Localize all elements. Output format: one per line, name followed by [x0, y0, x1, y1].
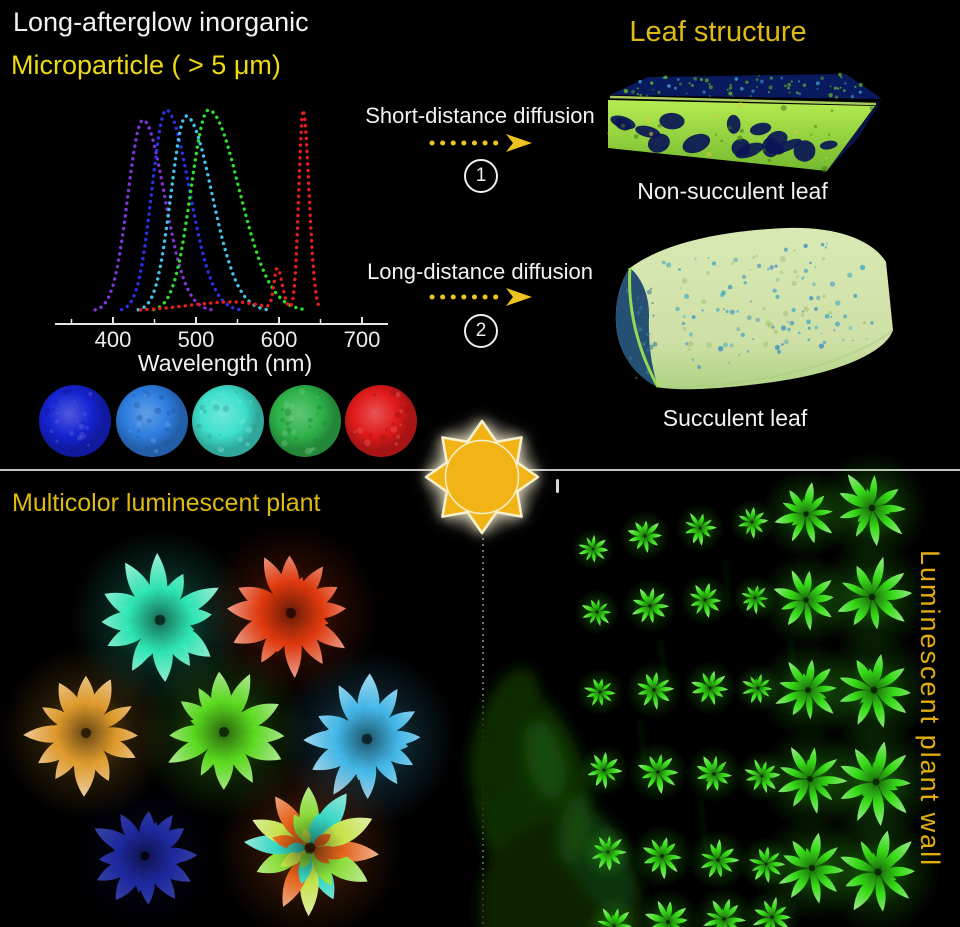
plant-green	[138, 646, 310, 818]
sun-icon	[420, 415, 544, 539]
wall-rosette	[816, 452, 928, 564]
red particle	[345, 385, 417, 457]
wall-rosette	[623, 579, 677, 633]
x-tick-label: 600	[261, 327, 298, 352]
wall-rosette	[815, 540, 929, 654]
diffusion-arrow-1	[429, 134, 532, 152]
non-succulent-leaf-label: Non-succulent leaf	[637, 178, 828, 204]
spectrum-curve-515nm	[152, 108, 308, 312]
wall-rosette	[576, 668, 624, 716]
step-1-circled-number: 1	[464, 159, 498, 193]
wall-rosette	[692, 887, 756, 927]
green particle	[269, 385, 341, 457]
plant-glow	[67, 778, 223, 927]
wall-rosette	[685, 745, 743, 803]
leaf-structure-heading: Leaf structure	[629, 16, 807, 48]
spectrum-curve-629nm	[138, 109, 323, 312]
wall-rosette	[635, 889, 701, 927]
cyan particle	[192, 385, 264, 457]
x-tick-label: 500	[178, 327, 215, 352]
wall-rosette	[585, 897, 643, 927]
step-2-circled-number: 2	[464, 314, 498, 348]
wall-rosette	[688, 830, 748, 890]
plant-dark-blue	[67, 778, 223, 927]
wall-rosette	[628, 742, 688, 802]
wall-rosette	[683, 661, 737, 715]
spectrum-curve-488nm	[136, 114, 270, 312]
spectrum-curve-436nm	[93, 118, 214, 312]
wall-rosette	[679, 574, 731, 626]
wall-rosette	[581, 825, 635, 879]
emission-spectra-chart: 400 500 600 700	[55, 108, 388, 352]
x-tick-label: 400	[95, 327, 132, 352]
x-axis: 400 500 600 700	[55, 317, 388, 352]
wall-rosette	[816, 810, 940, 927]
wavelength-axis-label: Wavelength (nm)	[137, 350, 313, 376]
plant-glow	[585, 897, 643, 927]
luminescent-plant-wall-label: Luminescent plant wall	[915, 550, 945, 868]
wall-rosette	[816, 722, 936, 842]
wall-rosette	[815, 631, 933, 749]
sky-blue particle	[116, 385, 188, 457]
light-streak	[556, 479, 559, 493]
wall-rosette	[619, 510, 671, 562]
multicolor-luminescent-plants	[0, 524, 456, 927]
non-succulent-leaf-image	[607, 72, 882, 173]
sun-disc	[444, 439, 520, 515]
plant-multicolor	[217, 755, 403, 927]
wall-rosette	[630, 824, 694, 888]
wall-rosette	[572, 528, 614, 570]
succulent-leaf-label: Succulent leaf	[662, 405, 808, 431]
title-microparticle: Microparticle ( > 5 μm)	[11, 50, 281, 80]
title-long-afterglow: Long-afterglow inorganic	[13, 7, 309, 37]
wall-rosette	[578, 744, 630, 796]
plant-orange	[0, 647, 172, 819]
wall-rosette	[729, 499, 775, 545]
succulent-leaf-image	[615, 227, 894, 390]
spectrum-curve-464nm	[119, 108, 242, 312]
short-distance-diffusion-label: Short-distance diffusion	[365, 103, 595, 128]
wall-rosette	[625, 661, 683, 719]
diffusion-arrow-2	[429, 288, 532, 306]
phosphor-particles	[39, 385, 417, 457]
wall-rosette	[676, 504, 724, 552]
blue particle	[39, 385, 111, 457]
multicolor-plant-heading: Multicolor luminescent plant	[12, 489, 321, 517]
luminescent-plant-wall	[572, 452, 940, 927]
long-distance-diffusion-label: Long-distance diffusion	[367, 259, 593, 284]
x-tick-label: 700	[344, 327, 381, 352]
plant-glow	[692, 887, 756, 927]
wall-rosette	[743, 888, 801, 927]
wall-rosette	[574, 589, 620, 635]
